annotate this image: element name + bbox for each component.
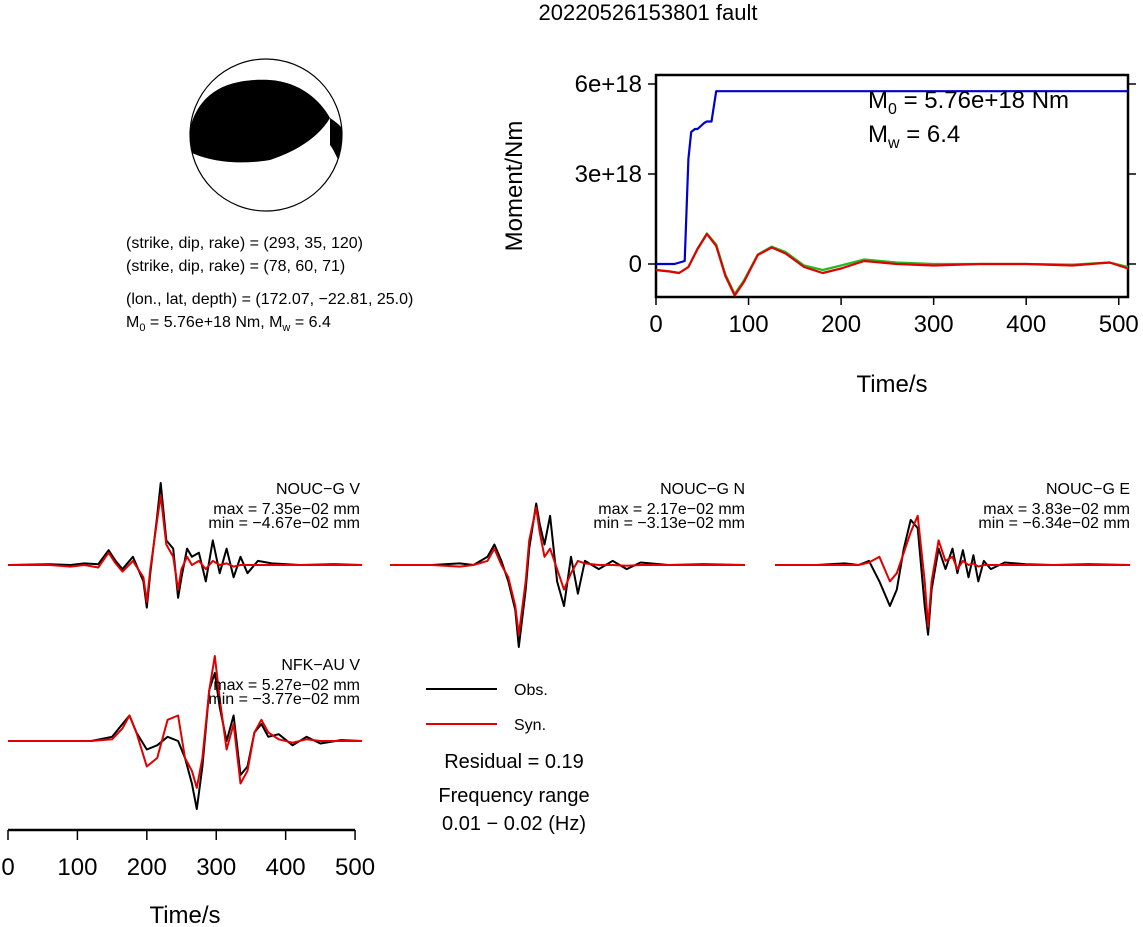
waveform-max-label: max = 7.35e−02 mm [213,501,360,518]
moment-x-tick-label: 0 [649,311,662,338]
moment-y-tick-label: 3e+18 [575,161,642,188]
waveform-min-label: min = −3.13e−02 mm [593,515,745,532]
waveform-min-label: min = −3.77e−02 mm [208,691,360,708]
waveform-obs [775,518,1131,636]
moment-mw-label: Mw = 6.4 [868,121,960,152]
moment-x-tick-label: 300 [914,311,954,338]
moment-plot-frame [654,73,1130,299]
frequency-title: Frequency range [438,785,589,807]
moment-x-tick-label: 400 [1006,311,1046,338]
time-axis-tick-label: 300 [196,854,236,881]
beachball [189,58,343,212]
waveform-station-label: NOUC−G E [1046,481,1130,498]
time-axis-tick-label: 500 [335,854,375,881]
time-axis-tick-label: 200 [127,854,167,881]
time-axis-tick-label: 100 [57,854,97,881]
moment-series-moment_rate_syn [655,232,1129,297]
moment-x-tick-label: 500 [1099,311,1139,338]
moment-rate-chart: 0 100 200 300 400 500 0 3e+18 6e+18 Time/s Moment/… [501,71,1139,398]
moment-summary-text: M0 = 5.76e+18 Nm, Mw = 6.4 [126,314,331,334]
legend-obs-label: Obs. [514,682,548,699]
beachball-compressional-lobe [190,79,330,163]
waveform-max-label: max = 3.83e−02 mm [983,501,1130,518]
moment-y-axis-label: Moment/Nm [501,121,528,252]
waveform-syn [8,494,362,603]
moment-x-axis-label: Time/s [856,371,927,398]
location-text: (lon., lat, depth) = (172.07, −22.81, 25… [126,291,413,308]
waveform-min-label: min = −4.67e−02 mm [208,515,360,532]
time-axis-tick-label: 400 [266,854,306,881]
moment-y-tick-label: 0 [629,251,642,278]
waveform-obs [7,482,363,609]
waveform-station-label: NOUC−G N [660,481,745,498]
waveform-station-label: NOUC−G V [276,481,360,498]
waveform-max-label: max = 5.27e−02 mm [213,677,360,694]
waveform-syn [390,506,745,636]
time-axis-label: Time/s [149,902,220,927]
plane2-text: (strike, dip, rake) = (78, 60, 71) [126,258,345,275]
figure-title: 20220526153801 fault [539,0,758,25]
moment-m0-label: M0 = 5.76e+18 Nm [868,87,1069,118]
residual-text: Residual = 0.19 [444,751,584,773]
waveform-station-label: NFK−AU V [281,657,360,674]
legend-syn-label: Syn. [514,717,546,734]
waveform-min-label: min = −6.34e−02 mm [978,515,1130,532]
legend: Obs. Syn. Residual = 0.19 Frequency rang… [426,682,590,835]
waveform-syn [775,514,1130,628]
moment-x-tick-label: 200 [821,311,861,338]
moment-x-tick-label: 100 [729,311,769,338]
waveform-max-label: max = 2.17e−02 mm [598,501,745,518]
moment-series-cumulative_moment [656,90,1128,266]
moment-y-tick-label: 6e+18 [575,71,642,98]
waveform-syn [8,655,362,789]
frequency-value: 0.01 − 0.02 (Hz) [442,813,586,835]
plane1-text: (strike, dip, rake) = (293, 35, 120) [126,235,363,252]
time-axis-tick-label: 0 [1,854,14,881]
